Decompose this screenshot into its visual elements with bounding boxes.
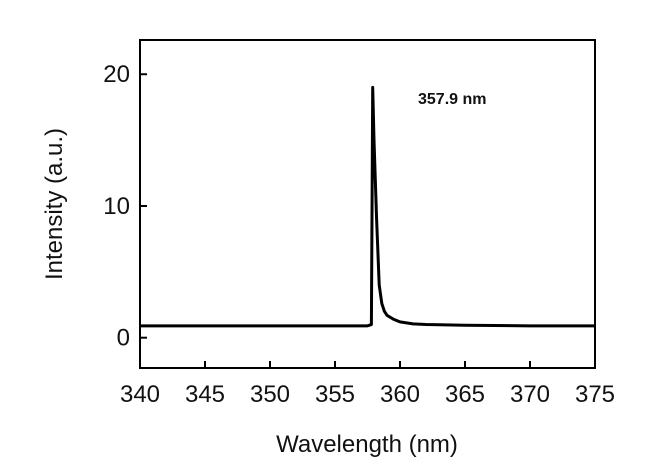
- y-tick-label: 20: [103, 61, 130, 88]
- x-tick-label: 365: [445, 381, 485, 408]
- plot-frame: [139, 39, 596, 369]
- x-tick-label: 350: [250, 381, 290, 408]
- x-axis-label: Wavelength (nm): [276, 431, 458, 458]
- line-series: [140, 85, 595, 328]
- x-tick-label: 370: [510, 381, 550, 408]
- x-tick-label: 340: [120, 381, 160, 408]
- x-tick-label: 355: [315, 381, 355, 408]
- y-axis-label: Intensity (a.u.): [41, 128, 68, 280]
- y-tick-label: 10: [103, 193, 130, 220]
- y-tick-label: 0: [117, 325, 130, 352]
- x-tick-label: 375: [575, 381, 615, 408]
- x-tick-label: 360: [380, 381, 420, 408]
- x-tick-label: 345: [185, 381, 225, 408]
- peak-annotation: 357.9 nm: [418, 91, 486, 108]
